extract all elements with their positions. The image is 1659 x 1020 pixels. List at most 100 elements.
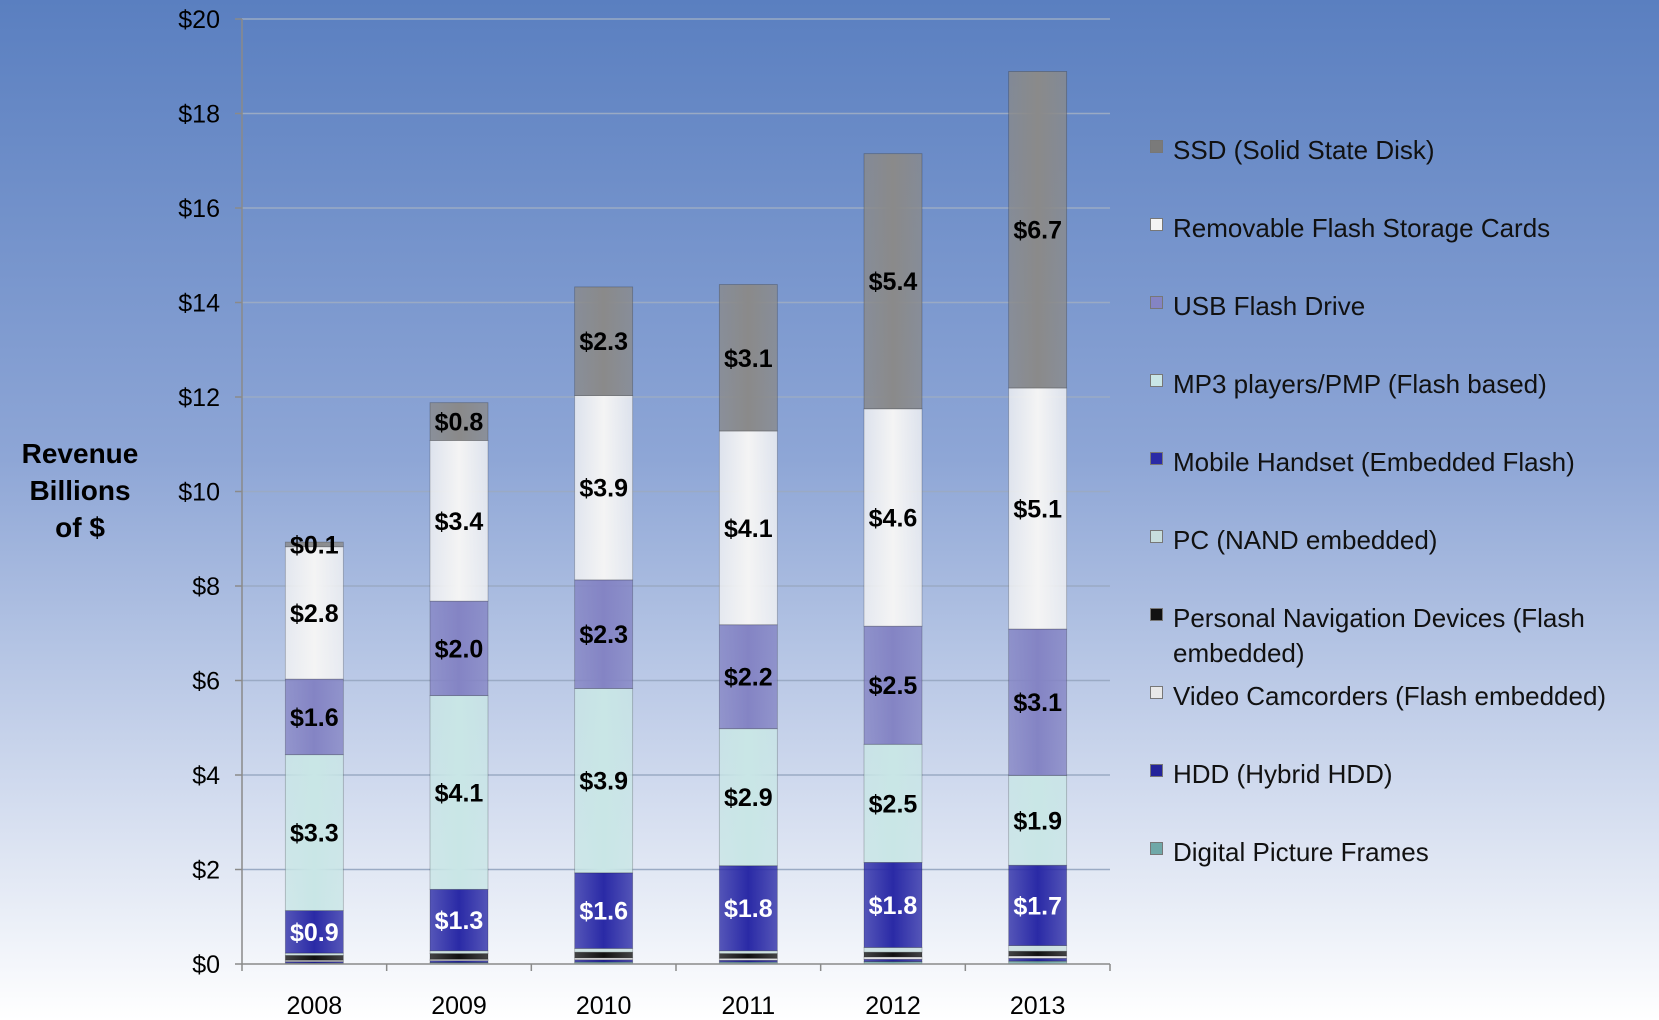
y-axis-title-line: of $ <box>55 512 105 543</box>
y-tick-label: $2 <box>192 857 220 885</box>
bar-segment <box>429 958 489 962</box>
data-label: $2.3 <box>579 328 628 356</box>
data-label: $1.7 <box>1013 892 1062 920</box>
x-tick-label: 2009 <box>431 992 487 1020</box>
data-label: $1.8 <box>869 892 918 920</box>
data-label: $3.1 <box>724 345 773 373</box>
legend-label: PC (NAND embedded) <box>1173 525 1438 555</box>
bar-segment <box>429 695 489 890</box>
y-tick-label: $12 <box>178 384 220 412</box>
bar-segment <box>863 408 923 627</box>
bar-segment <box>718 953 778 959</box>
bar-segment <box>574 395 634 581</box>
legend-swatch-icon <box>1150 374 1163 387</box>
legend-label: USB Flash Drive <box>1173 291 1366 321</box>
legend-label: MP3 players/PMP (Flash based) <box>1173 369 1547 399</box>
data-label: $1.8 <box>724 895 773 923</box>
bar-segment <box>574 948 634 953</box>
bar-segment <box>718 728 778 867</box>
data-label: $2.2 <box>724 664 773 692</box>
bar-segment <box>1008 775 1068 866</box>
legend-label: Removable Flash Storage Cards <box>1173 213 1551 243</box>
legend-swatch-icon <box>1150 608 1163 621</box>
bar-segment <box>1008 71 1068 389</box>
gridlines <box>242 18 1110 871</box>
x-tick-label: 2011 <box>721 992 775 1020</box>
y-tick-label: $18 <box>178 101 220 129</box>
bar-segment <box>718 950 778 955</box>
data-labels: $0.9 $3.3 $1.6 $2.8 $0.1 $1.3 $4.1 $2.0 $3.4 $0.8… <box>290 217 1062 947</box>
bar-segment <box>429 950 489 955</box>
legend-swatch-icon <box>1150 764 1163 777</box>
y-axis-title-line: Revenue <box>21 438 139 469</box>
data-label: $4.6 <box>869 504 918 532</box>
bar-segment <box>718 624 778 730</box>
data-label: $0.9 <box>290 919 339 947</box>
data-label: $0.8 <box>435 409 484 437</box>
bar-segment <box>1008 945 1068 952</box>
x-tick-label: 2010 <box>576 992 632 1020</box>
data-label: $2.9 <box>724 784 773 812</box>
bar-segment <box>863 862 923 948</box>
bar-segment <box>284 955 344 961</box>
data-label: $1.9 <box>1013 807 1062 835</box>
data-label: $2.8 <box>290 600 339 628</box>
data-label: $3.9 <box>579 475 628 503</box>
legend-label: Personal Navigation Devices (Flash embed… <box>1173 603 1585 668</box>
bar-segment <box>863 958 923 963</box>
y-tick-label: $10 <box>178 479 220 507</box>
bar-segment <box>863 743 923 863</box>
y-tick-label: $8 <box>192 573 220 601</box>
data-label: $3.9 <box>579 768 628 796</box>
x-tick-label: 2008 <box>287 992 343 1020</box>
bar-segment <box>1008 387 1068 630</box>
data-label: $2.0 <box>435 635 484 663</box>
data-label: $5.1 <box>1013 496 1062 524</box>
legend-swatch-icon <box>1150 218 1163 231</box>
data-label: $1.6 <box>290 704 339 732</box>
legend-label: Video Camcorders (Flash embedded) <box>1173 681 1607 711</box>
data-label: $2.5 <box>869 672 918 700</box>
bar-segment <box>863 947 923 953</box>
x-tick-label: 2013 <box>1010 992 1066 1020</box>
data-label: $1.6 <box>579 898 628 926</box>
bar-segment <box>574 286 634 396</box>
data-label: $3.4 <box>435 508 484 536</box>
bar-segment <box>1008 955 1068 959</box>
legend-label: Mobile Handset (Embedded Flash) <box>1173 447 1575 477</box>
legend-swatch-icon <box>1150 686 1163 699</box>
legend-label: Digital Picture Frames <box>1173 837 1429 867</box>
bar-series <box>284 71 1068 965</box>
y-axis-title-line: Billions <box>29 475 131 506</box>
legend-swatch-icon <box>1150 452 1163 465</box>
data-label: $2.3 <box>579 621 628 649</box>
bar-segment <box>574 951 634 959</box>
bar-segment <box>863 625 923 745</box>
bar-segment <box>429 953 489 960</box>
y-tick-label: $20 <box>178 6 220 34</box>
legend-swatch-icon <box>1150 842 1163 855</box>
bar-segment <box>574 688 634 874</box>
y-axis-title: Revenue Billions of $ <box>0 435 160 546</box>
y-tick-label: $6 <box>192 668 220 696</box>
bar-segment <box>284 961 344 964</box>
y-tick-label: $0 <box>192 951 220 979</box>
bar-segment <box>863 951 923 958</box>
data-label: $6.7 <box>1013 217 1062 245</box>
legend-swatch-icon <box>1150 140 1163 153</box>
bar-segment <box>718 957 778 961</box>
bar-segment <box>284 910 344 954</box>
legend-label: HDD (Hybrid HDD) <box>1173 759 1393 789</box>
bar-segment <box>1008 950 1068 957</box>
bar-segment <box>1008 628 1068 776</box>
data-label: $4.1 <box>435 779 484 807</box>
axes: $0 $2 $4 $6 $8 $10 $12 $14 $16 $18 $20 2008 2009 2010… <box>178 6 1111 1020</box>
bar-segment <box>429 600 489 697</box>
legend-swatch-icon <box>1150 530 1163 543</box>
y-tick-label: $4 <box>192 762 220 790</box>
bar-segment <box>718 284 778 432</box>
stacked-bar-chart: $0.9 $3.3 $1.6 $2.8 $0.1 $1.3 $4.1 $2.0 $3.4 $0.8… <box>178 6 1111 1020</box>
data-label: $3.3 <box>290 820 339 848</box>
data-label: $3.1 <box>1013 689 1062 717</box>
